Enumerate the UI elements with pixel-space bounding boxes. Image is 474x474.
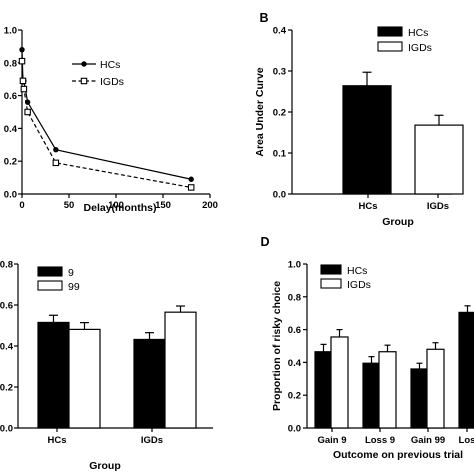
x-axis-title: Outcome on previous trial xyxy=(333,449,463,461)
legend-label-igds: IGDs xyxy=(408,42,432,54)
bar-hcs xyxy=(362,362,381,429)
bar-hcs xyxy=(342,85,392,195)
y-tick-label: 0.2 xyxy=(288,391,301,402)
data-point-hcs xyxy=(19,46,25,53)
y-axis-title: Area Under Curve xyxy=(254,67,266,156)
x-tick-label: HCs xyxy=(47,435,66,446)
legend-label-9: 9 xyxy=(68,267,74,279)
x-tick-label: 0 xyxy=(19,200,24,211)
legend-label-99: 99 xyxy=(68,281,80,293)
y-tick-label: 0.0 xyxy=(288,424,301,435)
x-tick-label: 50 xyxy=(64,200,75,211)
data-point-hcs xyxy=(188,176,194,182)
y-tick-label: 0.8 xyxy=(0,260,13,271)
data-point-igds xyxy=(20,85,28,93)
series-line-igds xyxy=(21,61,192,189)
bar-igds xyxy=(414,124,464,195)
x-tick-label: IGDs xyxy=(427,201,449,212)
x-axis-title: Group xyxy=(382,216,414,228)
panel-b-area-under-curve: 0.0 0.1 0.2 0.3 0.4 B Area Under Curve Group HCs… xyxy=(254,11,464,228)
x-tick-label: 100 xyxy=(108,200,124,211)
x-tick-label: 200 xyxy=(202,200,218,211)
y-tick-label: 0.0 xyxy=(4,190,17,201)
y-tick-label: 0.6 xyxy=(288,325,301,336)
bar-hcs xyxy=(458,311,474,429)
bar-hcs xyxy=(314,351,333,429)
y-tick-label: 0.4 xyxy=(288,358,302,369)
y-tick-label: 0.3 xyxy=(273,67,286,78)
x-axis-title: Group xyxy=(89,460,121,472)
legend-swatch-hcs xyxy=(377,26,403,37)
legend-label-igds: IGDs xyxy=(100,76,124,88)
panel-a-delay-discounting: 0.0 0.2 0.4 0.6 0.8 1.0 0 50 100 150 200 Delay(mont… xyxy=(4,26,218,215)
x-tick-label: Loss 9 xyxy=(365,435,395,446)
legend-swatch-hcs xyxy=(320,264,342,275)
data-point-igds xyxy=(187,184,195,191)
y-tick-label: 0.6 xyxy=(0,301,13,312)
panel-letter: D xyxy=(260,235,269,249)
data-point-hcs xyxy=(53,147,59,153)
legend-marker-hcs xyxy=(81,61,87,67)
y-axis-title: Proportion of risky choice xyxy=(271,281,283,411)
bar-igds xyxy=(378,351,397,429)
x-tick-label: Gain 9 xyxy=(317,435,346,446)
legend-marker-igds xyxy=(80,77,88,85)
legend-swatch-igds xyxy=(377,41,403,52)
y-tick-label: 1.0 xyxy=(288,260,301,271)
bar-9 xyxy=(37,321,70,429)
y-tick-label: 0.2 xyxy=(0,383,13,394)
data-point-igds xyxy=(24,108,31,116)
legend-label-hcs: HCs xyxy=(408,27,428,39)
panel-d-risky-choice: 0.0 0.2 0.4 0.6 0.8 1.0 D Proportion of risky c… xyxy=(260,235,474,461)
x-tick-label: HCs xyxy=(358,201,377,212)
x-axis-title: Delay(months) xyxy=(84,202,157,214)
x-tick-label: Los xyxy=(459,435,474,446)
y-tick-label: 0.4 xyxy=(273,26,287,37)
y-tick-label: 0.2 xyxy=(4,157,17,168)
data-point-igds xyxy=(52,159,60,167)
data-point-igds xyxy=(18,57,26,65)
y-tick-label: 0.1 xyxy=(273,149,287,160)
legend-swatch-99 xyxy=(37,280,63,291)
y-tick-label: 0.6 xyxy=(4,91,17,102)
bar-igds xyxy=(330,336,349,429)
y-tick-label: 0.4 xyxy=(0,342,14,353)
legend-label-igds: IGDs xyxy=(347,279,371,291)
panel-letter: B xyxy=(259,11,268,25)
x-tick-label: Gain 99 xyxy=(411,435,445,446)
legend-label-hcs: HCs xyxy=(347,265,367,277)
bar-99 xyxy=(164,311,197,429)
legend-swatch-igds xyxy=(320,278,342,289)
data-point-igds xyxy=(19,77,27,85)
y-tick-label: 0.8 xyxy=(288,292,301,303)
y-tick-label: 0.4 xyxy=(4,124,18,135)
y-tick-label: 1.0 xyxy=(4,26,17,37)
y-tick-label: 0.0 xyxy=(0,424,13,435)
bar-99 xyxy=(68,328,101,429)
bar-9 xyxy=(133,338,166,429)
legend-swatch-9 xyxy=(37,266,63,277)
y-tick-label: 0.0 xyxy=(273,190,286,201)
y-tick-label: 0.8 xyxy=(4,58,17,69)
bar-igds xyxy=(426,348,445,429)
y-tick-label: 0.2 xyxy=(273,108,286,119)
x-tick-label: 150 xyxy=(155,200,171,211)
legend-label-hcs: HCs xyxy=(100,59,120,71)
bar-hcs xyxy=(410,368,429,429)
x-tick-label: IGDs xyxy=(141,435,163,446)
